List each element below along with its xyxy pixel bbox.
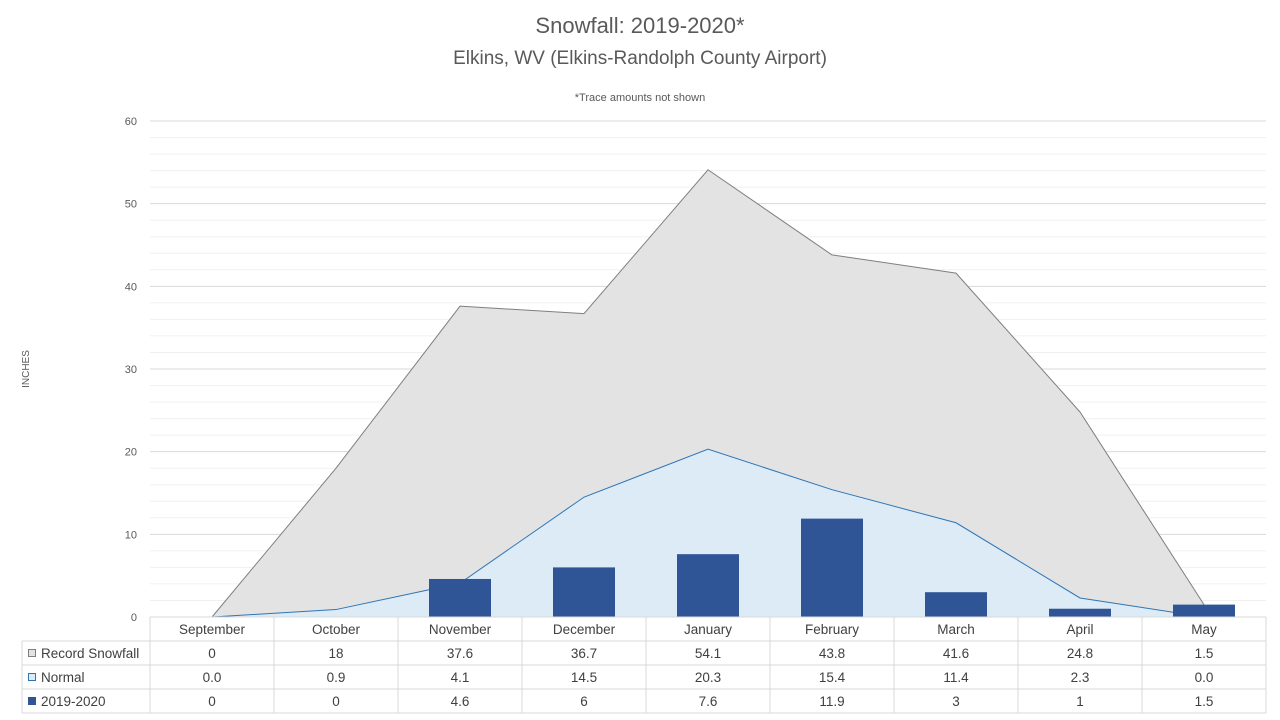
category-label: November — [429, 622, 492, 637]
category-label: March — [937, 622, 975, 637]
data-label: 0 — [208, 646, 216, 661]
bar-january — [677, 554, 739, 617]
category-label: January — [684, 622, 732, 637]
bar-april — [1049, 608, 1111, 617]
y-tick-label: 30 — [125, 364, 137, 376]
legend-key — [28, 649, 36, 657]
y-axis-ticks: 0 10 20 30 40 50 60 — [125, 116, 137, 624]
y-tick-label: 10 — [125, 529, 137, 541]
legend-entry: Normal — [41, 670, 85, 685]
bar-series — [429, 518, 1235, 617]
data-label: 41.6 — [943, 646, 969, 661]
category-label: February — [805, 622, 859, 637]
category-label: September — [179, 622, 246, 637]
data-label: 0.0 — [203, 670, 222, 685]
data-label: 0 — [208, 694, 216, 709]
legend-entry: 2019-2020 — [41, 694, 106, 709]
data-label: 7.6 — [699, 694, 718, 709]
data-table: September October November December January F… — [21, 616, 1267, 714]
chart-subtitle: Elkins, WV (Elkins-Randolph County Airpo… — [453, 48, 827, 69]
category-label: December — [553, 622, 616, 637]
legend-key — [28, 673, 36, 681]
data-label: 1.5 — [1195, 646, 1214, 661]
record-snowfall-area-fill — [212, 169, 1204, 618]
data-label: 24.8 — [1067, 646, 1093, 661]
data-label: 15.4 — [819, 670, 846, 685]
bar-november — [429, 578, 491, 617]
category-label: May — [1191, 622, 1217, 637]
data-label: 4.6 — [451, 694, 470, 709]
chart-note: *Trace amounts not shown — [575, 92, 705, 104]
area-series — [211, 169, 1205, 618]
legend-key — [28, 697, 36, 705]
data-label: 18 — [328, 646, 343, 661]
category-label: October — [312, 622, 361, 637]
normal-area-fill — [212, 449, 1204, 617]
data-label: 6 — [580, 694, 588, 709]
data-label: 43.8 — [819, 646, 845, 661]
data-label: 0 — [332, 694, 340, 709]
normal-line — [211, 448, 1205, 618]
record-snowfall-line — [211, 169, 1205, 618]
data-label: 4.1 — [451, 670, 470, 685]
bar-february — [801, 518, 863, 617]
data-label: 37.6 — [447, 646, 473, 661]
data-label: 2.3 — [1071, 670, 1090, 685]
data-label: 3 — [952, 694, 960, 709]
data-label: 0.9 — [327, 670, 346, 685]
y-tick-label: 20 — [125, 447, 137, 459]
data-label: 1.5 — [1195, 694, 1214, 709]
data-label: 14.5 — [571, 670, 597, 685]
category-label: April — [1066, 622, 1093, 637]
y-tick-label: 0 — [131, 612, 137, 624]
bar-march — [925, 592, 987, 617]
data-label: 0.0 — [1195, 670, 1214, 685]
bar-may — [1173, 604, 1235, 617]
y-axis-label: INCHES — [21, 350, 32, 388]
y-tick-label: 40 — [125, 281, 137, 293]
data-label: 1 — [1076, 694, 1084, 709]
data-label: 54.1 — [695, 646, 721, 661]
y-tick-label: 50 — [125, 199, 137, 211]
data-label: 20.3 — [695, 670, 721, 685]
data-label: 11.4 — [943, 670, 969, 685]
chart-title: Snowfall: 2019-2020* — [535, 13, 745, 38]
y-tick-label: 60 — [125, 116, 137, 128]
legend-entry: Record Snowfall — [41, 646, 139, 661]
data-label: 36.7 — [571, 646, 597, 661]
bar-december — [553, 567, 615, 617]
data-label: 11.9 — [819, 694, 844, 709]
